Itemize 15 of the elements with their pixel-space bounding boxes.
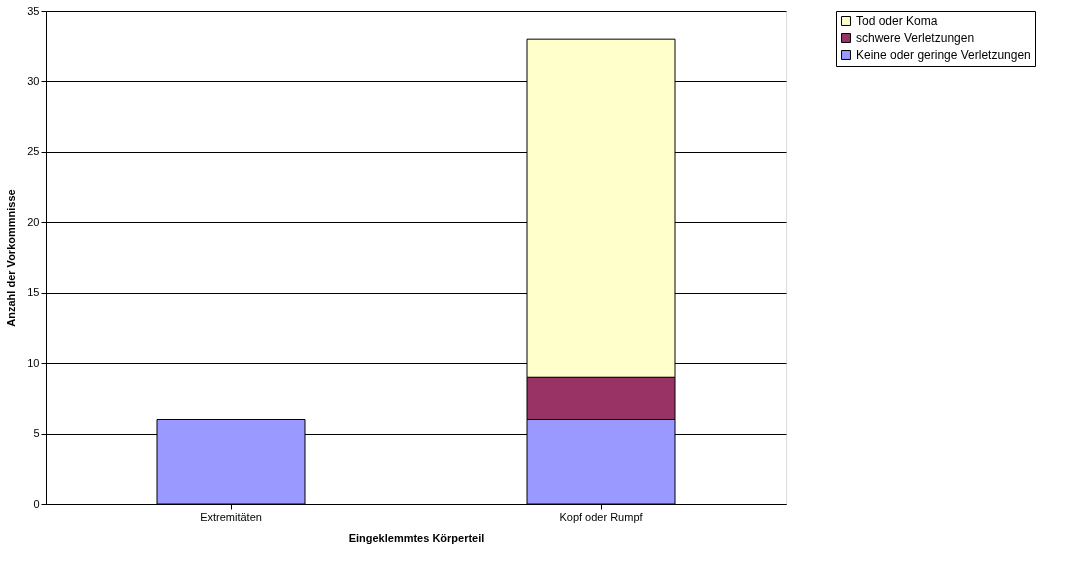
x-tick-label: Kopf oder Rumpf [559,510,644,523]
y-tick-label: 25 [27,145,40,158]
y-tick-label: 0 [33,497,40,510]
y-axis-title: Anzahl der Vorkommnisse [5,189,18,327]
y-tick-label: 30 [27,74,40,87]
y-tick-label: 15 [27,286,40,299]
legend-label: Keine oder geringe Verletzungen [856,48,1031,62]
x-tick-label: Extremitäten [200,510,262,523]
y-tick-label: 5 [33,427,40,440]
x-axis-title: Eingeklemmtes Körperteil [348,531,485,544]
y-tick-label: 35 [27,4,40,17]
y-tick-label: 10 [27,356,40,369]
legend-label: Tod oder Koma [856,14,938,28]
y-tick-label: 20 [27,215,40,228]
legend-label: schwere Verletzungen [856,31,975,45]
